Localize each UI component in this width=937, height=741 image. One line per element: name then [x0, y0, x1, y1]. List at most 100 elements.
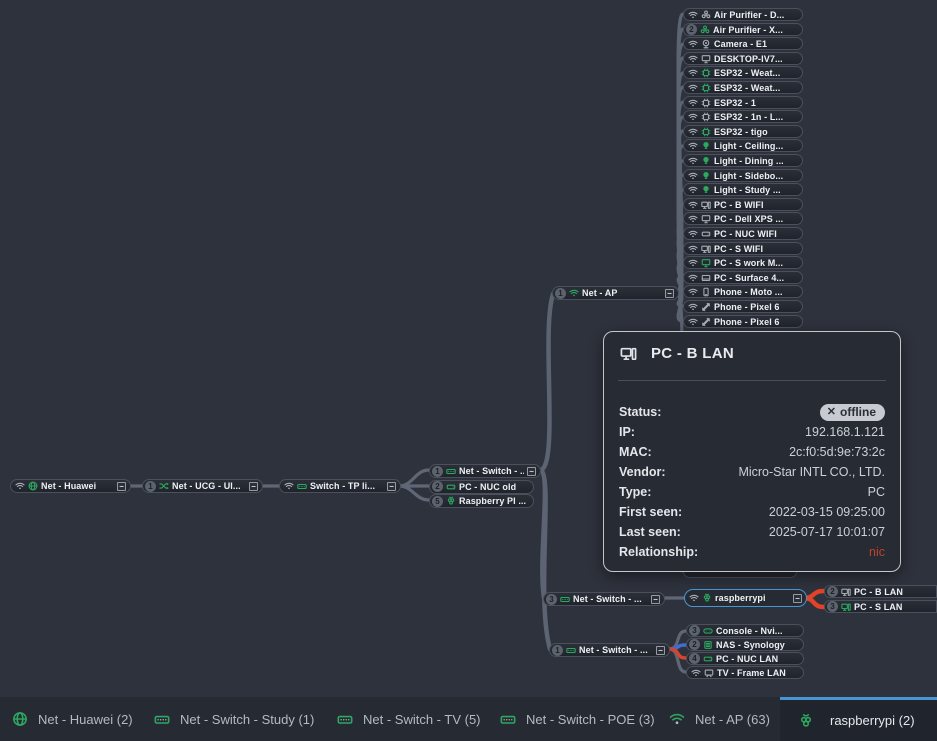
- node-label: Raspberry PI ...: [459, 496, 527, 506]
- nuc-icon: [701, 231, 711, 236]
- device-esp32-tigo[interactable]: ESP32 - tigo: [683, 125, 803, 138]
- node-label: NAS - Synology: [716, 639, 785, 650]
- node-label: PC - NUC LAN: [716, 653, 779, 664]
- tab-raspberrypi-active[interactable]: raspberrypi (2): [780, 697, 937, 741]
- chip-icon: [701, 112, 711, 121]
- node-console-nvidia[interactable]: 3 Console - Nvi...: [686, 624, 804, 637]
- device-light-ceiling[interactable]: Light - Ceiling...: [683, 139, 803, 152]
- wifi-icon: [688, 245, 698, 253]
- device-esp32-1[interactable]: ESP32 - 1: [683, 96, 803, 109]
- device-label: ESP32 - 1n - L...: [714, 111, 784, 122]
- tab-net-switch-tv[interactable]: Net - Switch - TV (5): [331, 697, 487, 741]
- node-net-ap[interactable]: 1 Net - AP −: [552, 286, 679, 300]
- device-label: PC - Dell XPS ...: [714, 213, 784, 224]
- node-net-ucg[interactable]: 1 Net - UCG - Ul... −: [142, 479, 263, 493]
- device-air-purifier-d[interactable]: Air Purifier - D...: [683, 8, 803, 21]
- device-pc-s-work[interactable]: PC - S work M...: [683, 256, 803, 269]
- status-badge: ✕ offline: [819, 403, 885, 421]
- device-camera-e1[interactable]: Camera - E1: [683, 37, 803, 50]
- device-label: ESP32 - tigo: [714, 126, 768, 137]
- node-net-huawei[interactable]: Net - Huawei −: [10, 479, 131, 493]
- row-label: MAC:: [619, 445, 652, 459]
- device-phone-pixel6-a[interactable]: Phone - Pixel 6: [683, 300, 803, 313]
- node-badge: 2: [827, 586, 838, 597]
- pc-icon: [701, 201, 711, 209]
- row-label: Last seen:: [619, 525, 681, 539]
- node-label: raspberrypi: [715, 593, 766, 603]
- node-net-switch-study[interactable]: 3 Net - Switch - ... −: [543, 592, 665, 606]
- node-pc-b-lan[interactable]: 2 PC - B LAN: [824, 585, 937, 598]
- switch-icon: [566, 647, 576, 654]
- bulb-icon: [702, 155, 710, 164]
- row-type: Type: PC: [619, 482, 885, 502]
- node-badge: 3: [546, 593, 557, 605]
- node-badge: 2: [686, 24, 697, 35]
- node-badge: 3: [827, 601, 838, 612]
- tab-net-switch-study[interactable]: Net - Switch - Study (1): [148, 697, 320, 741]
- device-esp32-weat1[interactable]: ESP32 - Weat...: [683, 66, 803, 79]
- node-label: Net - Switch - ...: [579, 645, 648, 655]
- device-phone-moto[interactable]: Phone - Moto ...: [683, 285, 803, 298]
- device-desktop[interactable]: DESKTOP-IV7...: [683, 52, 803, 65]
- node-net-switch-top[interactable]: 1 Net - Switch - ... −: [429, 464, 541, 478]
- node-switch-tp[interactable]: Switch - TP li... −: [279, 479, 401, 493]
- wifi-icon: [688, 186, 698, 194]
- device-pc-b-wifi[interactable]: PC - B WIFI: [683, 198, 803, 211]
- node-nas-synology[interactable]: 2 NAS - Synology: [686, 638, 804, 651]
- tab-net-huawei[interactable]: Net - Huawei (2): [6, 697, 139, 741]
- row-value: PC: [867, 485, 885, 499]
- pc-icon: [841, 603, 851, 611]
- device-label: PC - Surface 4...: [714, 272, 785, 283]
- collapse-button[interactable]: −: [656, 645, 665, 655]
- wifi-icon: [688, 40, 698, 48]
- node-label: Net - Huawei: [41, 481, 97, 491]
- device-phone-pixel6-b[interactable]: Phone - Pixel 6: [683, 315, 803, 328]
- tab-label: Net - Switch - TV (5): [363, 711, 481, 727]
- collapse-button[interactable]: −: [117, 481, 126, 491]
- nuc-icon: [446, 484, 456, 489]
- popup-divider: [618, 380, 886, 381]
- collapse-button[interactable]: −: [527, 466, 536, 476]
- device-pc-surface[interactable]: PC - Surface 4...: [683, 271, 803, 284]
- node-tv-frame-lan[interactable]: TV - Frame LAN: [686, 666, 804, 679]
- node-label: Console - Nvi...: [716, 625, 783, 636]
- device-light-sideboard[interactable]: Light - Sidebo...: [683, 169, 803, 182]
- collapse-button[interactable]: −: [651, 594, 660, 604]
- node-label: Switch - TP li...: [310, 481, 376, 491]
- collapse-button[interactable]: −: [387, 481, 396, 491]
- x-icon: ✕: [826, 406, 836, 418]
- device-pc-s-wifi[interactable]: PC - S WIFI: [683, 242, 803, 255]
- device-pc-dell-xps[interactable]: PC - Dell XPS ...: [683, 212, 803, 225]
- device-light-study[interactable]: Light - Study ...: [683, 183, 803, 196]
- node-pc-nuc-lan[interactable]: 4 PC - NUC LAN: [686, 652, 804, 665]
- chip-icon: [701, 127, 711, 136]
- node-label: Net - Switch - ...: [573, 594, 642, 604]
- row-value: Micro-Star INTL CO., LTD.: [738, 465, 885, 479]
- device-esp32-1n[interactable]: ESP32 - 1n - L...: [683, 110, 803, 123]
- node-raspberry-pi[interactable]: 5 Raspberry PI ...: [429, 494, 534, 508]
- node-badge: 1: [145, 480, 156, 492]
- device-air-purifier-x[interactable]: 2 Air Purifier - X...: [683, 23, 803, 36]
- node-pc-s-lan[interactable]: 3 PC - S LAN: [824, 600, 937, 613]
- collapse-button[interactable]: −: [665, 288, 674, 298]
- wifi-icon: [688, 142, 698, 150]
- node-net-switch-tv[interactable]: 1 Net - Switch - ... −: [549, 643, 670, 657]
- row-first-seen: First seen: 2022-03-15 09:25:00: [619, 502, 885, 522]
- device-esp32-weat2[interactable]: ESP32 - Weat...: [683, 81, 803, 94]
- device-label: ESP32 - 1: [714, 97, 756, 108]
- collapse-button[interactable]: −: [249, 481, 258, 491]
- node-pc-nuc-old[interactable]: 2 PC - NUC old: [429, 479, 534, 494]
- device-light-dining[interactable]: Light - Dining ...: [683, 154, 803, 167]
- tab-net-switch-poe[interactable]: Net - Switch - POE (3): [494, 697, 661, 741]
- wifi-icon: [284, 482, 294, 490]
- tab-label: raspberrypi (2): [830, 713, 915, 728]
- wifi-icon: [688, 201, 698, 209]
- tv-icon: [704, 669, 714, 677]
- tab-net-ap[interactable]: Net - AP (63): [663, 697, 776, 741]
- wifi-icon: [669, 713, 685, 725]
- device-pc-nuc-wifi[interactable]: PC - NUC WIFI: [683, 227, 803, 240]
- collapse-button[interactable]: −: [793, 593, 802, 603]
- wifi-icon: [688, 259, 698, 267]
- node-raspberrypi-selected[interactable]: raspberrypi −: [684, 589, 807, 607]
